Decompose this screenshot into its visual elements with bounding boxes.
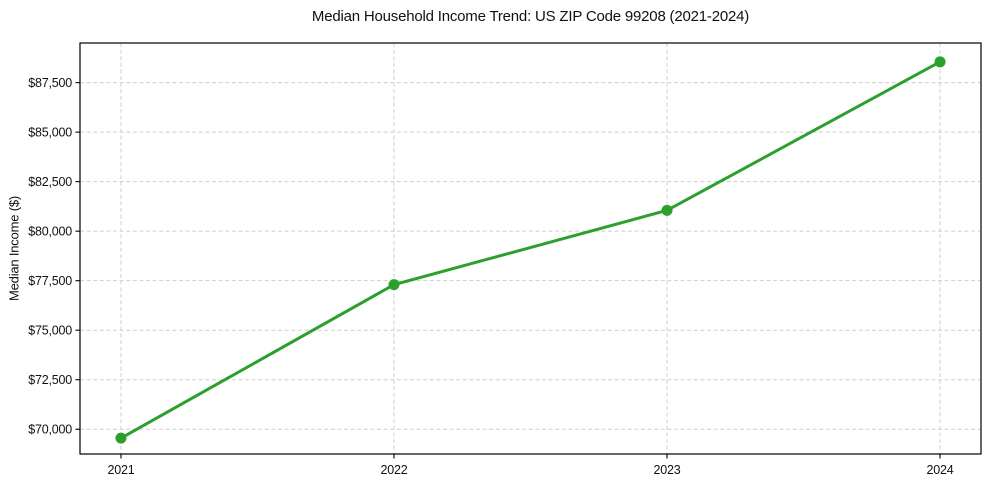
income-line-series bbox=[115, 56, 946, 444]
axis-ticks bbox=[75, 82, 941, 459]
y-tick-label: $77,500 bbox=[28, 274, 72, 288]
chart-title: Median Household Income Trend: US ZIP Co… bbox=[311, 8, 750, 25]
y-tick-label: $87,500 bbox=[28, 76, 72, 90]
y-tick-label: $85,000 bbox=[28, 125, 72, 139]
y-tick-label: $75,000 bbox=[28, 324, 72, 338]
data-point-marker bbox=[934, 56, 946, 68]
x-tick-label: 2022 bbox=[380, 463, 407, 477]
gridlines bbox=[80, 43, 981, 454]
data-point-marker bbox=[388, 279, 400, 291]
income-trend-line bbox=[119, 60, 942, 440]
data-point-marker bbox=[661, 204, 673, 216]
x-tick-label: 2023 bbox=[654, 463, 681, 477]
y-tick-label: $82,500 bbox=[28, 175, 72, 189]
x-tick-label: 2021 bbox=[107, 463, 134, 477]
y-tick-label: $70,000 bbox=[28, 423, 72, 437]
y-tick-label: $72,500 bbox=[28, 373, 72, 387]
y-axis-label: Median Income ($) bbox=[6, 196, 22, 301]
x-tick-label: 2024 bbox=[927, 463, 954, 477]
data-point-marker bbox=[115, 432, 127, 444]
y-tick-label: $80,000 bbox=[28, 224, 72, 238]
plot-border bbox=[79, 42, 982, 455]
tick-labels: $70,000 $72,500 $75,000 $77,500 $80,000 $82,5… bbox=[28, 76, 954, 477]
